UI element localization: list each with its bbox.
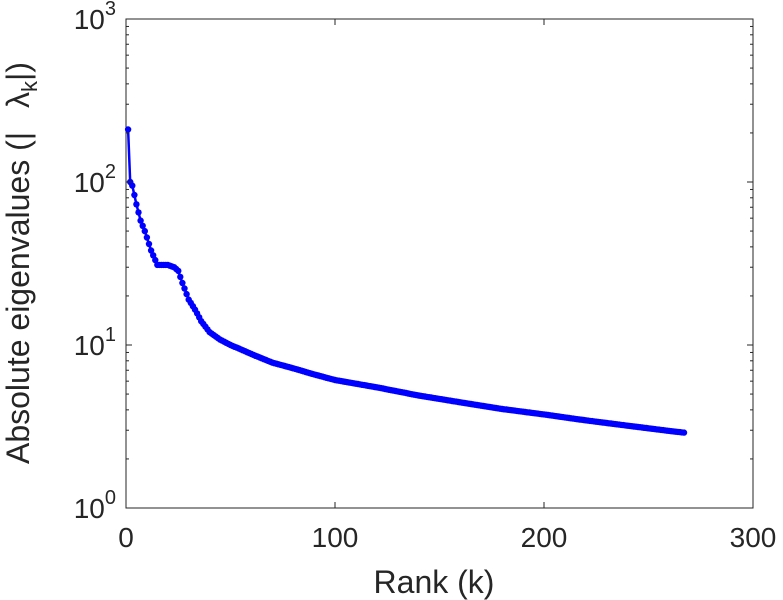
y-axis-label: Absolute eigenvalues (| λk|)	[0, 62, 42, 464]
data-point	[680, 429, 688, 436]
data-point	[129, 182, 136, 189]
data-point	[175, 267, 182, 275]
x-tick-label: 300	[730, 522, 777, 553]
y-tick-label-base: 10	[74, 4, 105, 35]
data-point	[135, 209, 142, 216]
data-point	[131, 191, 138, 199]
data-point	[141, 227, 148, 235]
data-point	[181, 285, 188, 292]
plot-area	[125, 18, 754, 509]
data-point	[124, 126, 132, 133]
y-tick-label: 100	[74, 487, 116, 524]
data-point	[143, 234, 151, 241]
y-axis-label-close: |)	[0, 62, 36, 81]
y-axis-label-main: Absolute eigenvalues (|	[0, 132, 36, 464]
y-tick-label-base: 10	[74, 330, 105, 361]
data-point	[145, 240, 153, 248]
y-tick-label-base: 10	[74, 167, 105, 198]
data-point	[152, 256, 159, 264]
y-tick-label-exponent: 2	[105, 161, 116, 183]
data-point	[177, 273, 184, 281]
data-point	[150, 252, 157, 259]
y-axis-label-lambda: λ	[0, 92, 36, 108]
x-axis-label: Rank (k)	[374, 564, 495, 600]
y-tick-label: 103	[74, 0, 116, 35]
data-point	[133, 201, 140, 208]
y-tick-label-base: 10	[74, 493, 105, 524]
data-point	[147, 247, 155, 254]
x-tick-label: 0	[118, 522, 134, 553]
data-point	[137, 217, 144, 224]
data-point	[179, 279, 186, 287]
y-axis-label-subscript: k	[17, 80, 42, 92]
svg-text:Absolute eigenvalues (|λk|): Absolute eigenvalues (| λk|)	[0, 62, 42, 464]
x-tick-label: 200	[521, 522, 568, 553]
y-tick-label-exponent: 3	[105, 0, 116, 20]
y-tick-label-exponent: 0	[105, 487, 116, 509]
y-tick-label: 102	[74, 161, 116, 198]
data-point	[139, 222, 146, 229]
x-tick-label: 100	[312, 522, 359, 553]
y-tick-label-exponent: 1	[105, 324, 116, 346]
y-tick-label: 101	[74, 324, 116, 361]
series-layer	[124, 126, 688, 436]
data-point	[183, 290, 190, 298]
